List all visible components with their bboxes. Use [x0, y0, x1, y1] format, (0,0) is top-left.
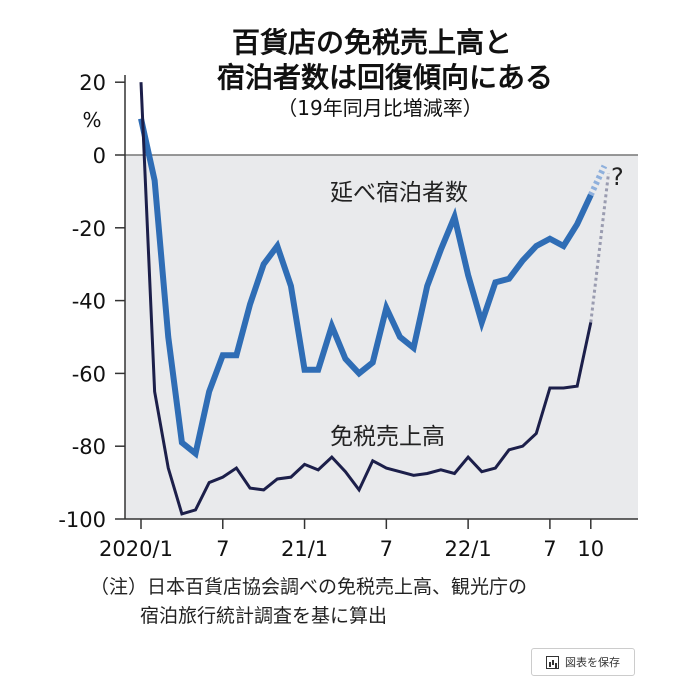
series-label-taxfree: 免税売上高 [330, 424, 445, 450]
x-tick-label: 7 [380, 537, 393, 561]
series-label-stays: 延べ宿泊者数 [330, 180, 468, 206]
series-line-1 [139, 82, 593, 516]
x-tick-label: 21/1 [281, 537, 328, 561]
x-tick-label: 7 [543, 537, 556, 561]
chart-icon [546, 655, 559, 669]
y-tick-label: 0 [93, 144, 106, 168]
y-tick-label: 20 [79, 71, 106, 95]
chart-title-line2: 宿泊者数は回復傾向にある [217, 61, 553, 94]
series-line-0 [138, 117, 594, 459]
y-tick-label: -20 [72, 217, 106, 241]
projection-line-1 [589, 173, 610, 323]
question-annotation: ? [611, 163, 624, 191]
note-line2: 宿泊旅行統計調査を基に算出 [140, 605, 387, 627]
y-tick-label: -40 [72, 290, 106, 314]
y-tick-label: -80 [72, 435, 106, 459]
projection-line-0 [588, 164, 608, 197]
y-unit-label: % [82, 108, 101, 132]
save-chart-button[interactable]: 図表を保存 [531, 648, 635, 676]
y-tick-label: -100 [58, 508, 106, 532]
note-line1: （注）日本百貨店協会調べの免税売上高、観光庁の [90, 576, 527, 598]
x-tick-label: 22/1 [445, 537, 492, 561]
y-tick-label: -60 [72, 362, 106, 386]
chart-title-line1: 百貨店の免税売上高と [232, 26, 512, 59]
x-tick-label: 10 [577, 537, 604, 561]
chart-subtitle: （19年同月比増減率） [277, 96, 482, 120]
save-chart-label: 図表を保存 [565, 656, 620, 669]
x-tick-label: 2020/1 [99, 537, 173, 561]
x-tick-label: 7 [216, 537, 229, 561]
